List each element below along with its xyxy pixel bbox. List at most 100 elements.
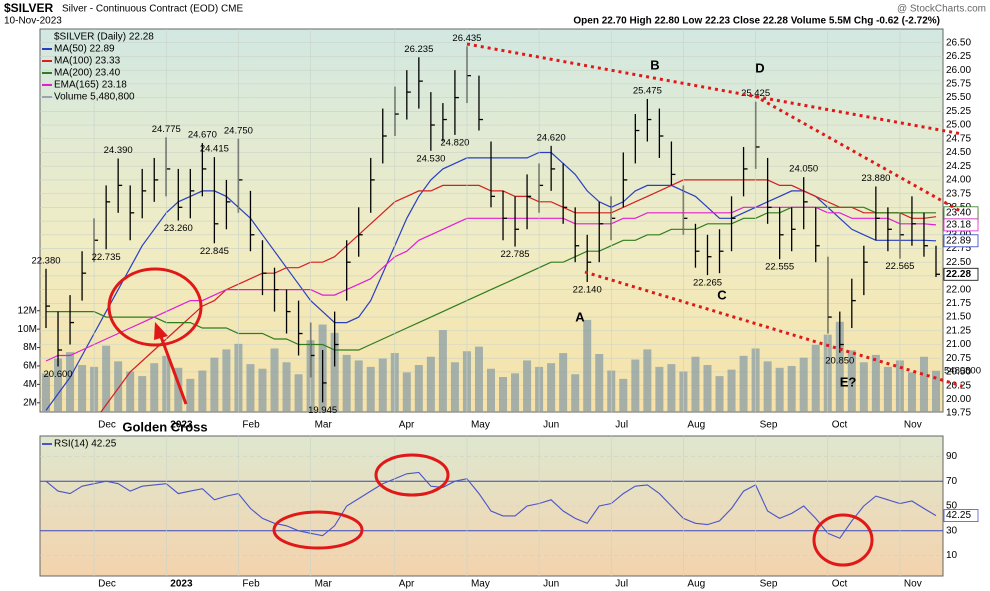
volume-bar <box>739 355 748 412</box>
last-value-box <box>943 509 979 523</box>
volume-bar <box>282 362 291 412</box>
price-label: 26.435 <box>452 33 481 44</box>
last-value-label: 23.40 <box>946 207 971 218</box>
volume-bar <box>691 356 700 412</box>
last-value-label: 22.89 <box>946 235 971 246</box>
volume-bar <box>198 370 207 412</box>
price-label: 24.050 <box>789 164 818 175</box>
volume-bar <box>150 363 159 412</box>
y-tick-label: 70 <box>946 476 958 487</box>
last-value-label: 22.28 <box>946 269 971 280</box>
volume-bar <box>450 362 459 412</box>
credit: @ StockCharts.com <box>897 4 986 15</box>
x-tick-label: 2023 <box>170 579 193 590</box>
x-tick-label: Nov <box>904 579 922 590</box>
volume-bar <box>138 376 147 412</box>
price-label: 20.850 <box>825 355 854 366</box>
x-tick-label: May <box>471 579 490 590</box>
volume-last-label: 5480800 <box>944 365 981 376</box>
price-label: 19.945 <box>308 405 337 416</box>
y2-tick-label: 8M <box>23 342 37 353</box>
volume-bar <box>763 361 772 412</box>
volume-bar <box>210 357 219 412</box>
volume-bar <box>871 354 880 412</box>
volume-bar <box>78 365 87 412</box>
price-panel <box>39 28 944 413</box>
y-tick-label: 21.50 <box>946 312 971 323</box>
volume-bar <box>835 321 844 412</box>
y-tick-label: 26.25 <box>946 51 971 62</box>
x-tick-label: Aug <box>687 420 705 431</box>
y-tick-label: 22.00 <box>946 284 971 295</box>
last-value-label: 42.25 <box>946 510 971 521</box>
legend-entry: Volume 5,480,800 <box>54 92 135 103</box>
volume-bar <box>907 372 916 412</box>
volume-bar <box>847 350 856 412</box>
x-tick-label: Jun <box>543 579 559 590</box>
volume-bar <box>414 365 423 412</box>
annotation: Golden Cross <box>122 419 207 434</box>
price-label: 23.880 <box>861 173 890 184</box>
volume-bar <box>342 354 351 412</box>
volume-bar <box>619 378 628 412</box>
volume-bar <box>775 367 784 412</box>
price-label: 24.530 <box>416 153 445 164</box>
volume-bar <box>294 374 303 412</box>
x-tick-label: Sep <box>760 420 778 431</box>
volume-bar <box>487 368 495 412</box>
x-tick-label: Mar <box>315 420 333 431</box>
ma-line <box>45 206 937 362</box>
volume-bar <box>703 365 712 412</box>
volume-bar <box>270 348 279 412</box>
price-label: 24.775 <box>152 124 181 135</box>
y2-tick-label: 12M <box>18 305 37 316</box>
volume-bar <box>66 352 75 412</box>
volume-bar <box>42 373 50 412</box>
y-tick-label: 50 <box>946 501 958 512</box>
rsi-plot <box>40 456 943 556</box>
price-label: 22.380 <box>31 255 60 266</box>
y-tick-label: 21.00 <box>946 339 971 350</box>
y-tick-label: 26.00 <box>946 65 971 76</box>
volume-bar <box>438 330 447 412</box>
price-label: 22.140 <box>573 284 602 295</box>
volume-bar <box>595 353 604 412</box>
x-tick-label: Feb <box>242 579 260 590</box>
volume-bar <box>787 365 796 412</box>
volume-bar <box>511 373 520 412</box>
price-label: 22.265 <box>693 278 722 289</box>
annotation: C <box>717 287 727 302</box>
legend-entry: RSI(14) 42.25 <box>54 439 117 450</box>
y-tick-label: 30 <box>946 525 958 536</box>
price-label: 22.735 <box>92 252 121 263</box>
price-label: 25.475 <box>633 85 662 96</box>
x-tick-label: Sep <box>760 579 778 590</box>
quote: Open 22.70 High 22.80 Low 22.23 Close 22… <box>573 16 940 27</box>
volume-bar <box>715 376 724 412</box>
volume-bar <box>523 360 532 412</box>
x-tick-label: Mar <box>315 579 333 590</box>
last-value-box <box>943 218 979 232</box>
legend-entry: MA(200) 23.40 <box>54 68 121 79</box>
y2-tick-label: 6M <box>23 361 37 372</box>
price-label: 22.785 <box>501 249 530 260</box>
y-tick-label: 90 <box>946 451 958 462</box>
legend-entry: $SILVER (Daily) 22.28 <box>54 32 154 43</box>
x-tick-label: May <box>471 420 490 431</box>
x-tick-label: 2023 <box>170 420 193 431</box>
price-label: 22.555 <box>765 262 794 273</box>
y-tick-label: 20.75 <box>946 353 971 364</box>
price-label: 20.600 <box>43 369 72 380</box>
volume-bar <box>102 345 111 412</box>
volume-bar <box>258 368 267 412</box>
date: 10-Nov-2023 <box>4 16 62 27</box>
y-tick-label: 22.75 <box>946 243 971 254</box>
price-label: 25.425 <box>741 88 770 99</box>
x-tick-label: Apr <box>399 420 415 431</box>
price-label: 24.750 <box>224 125 253 136</box>
y-tick-label: 25.75 <box>946 79 971 90</box>
y-tick-label: 25.50 <box>946 92 971 103</box>
volume-bar <box>222 349 231 412</box>
y-tick-label: 20.25 <box>946 380 971 391</box>
